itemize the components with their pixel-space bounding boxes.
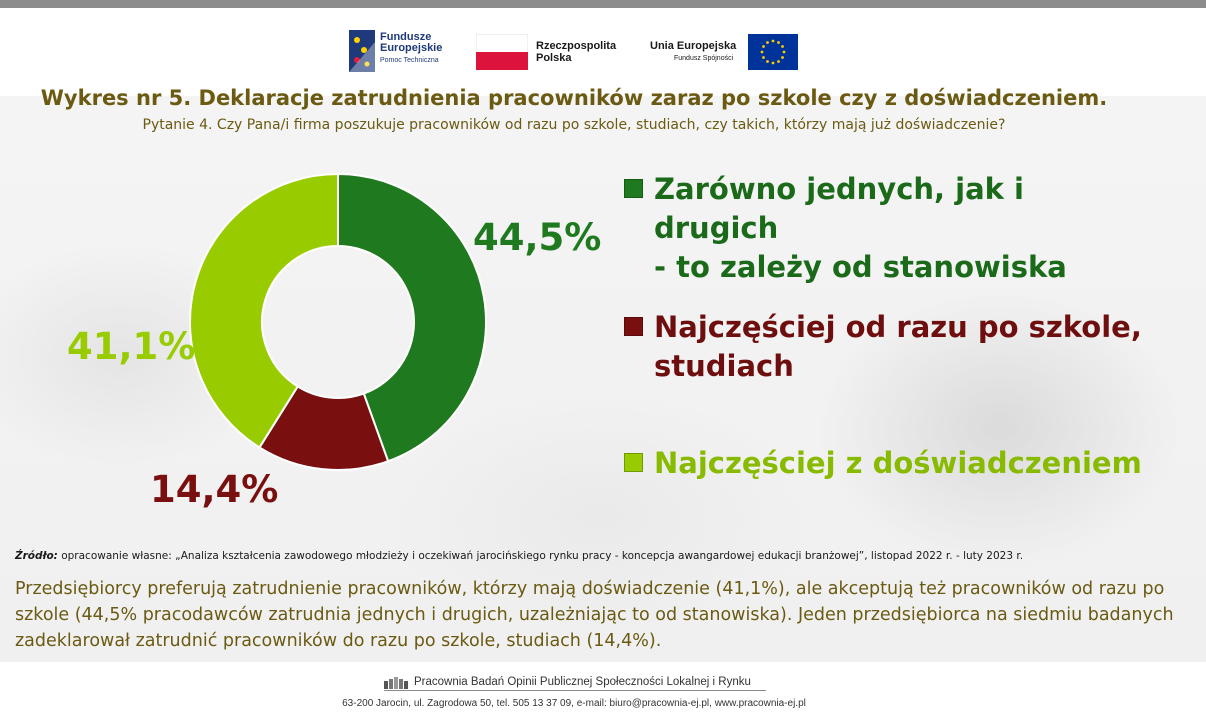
legend-label-1-line2: - to zależy od stanowiska [654,250,1067,284]
legend-label-1-line1: Zarówno jednych, jak i drugich [654,172,1024,245]
fundusze-logo-line1: Fundusze [380,31,432,43]
donut-chart [189,172,487,471]
legend-swatch-1 [624,179,643,198]
legend-label-2-line2: studiach [654,349,794,383]
donut-slice-3 [189,172,339,449]
legend-item-1: Zarówno jednych, jak i drugich - to zale… [624,170,1154,287]
legend-label-2-line1: Najczęściej od razu po szkole, [654,310,1142,344]
legend-item-2: Najczęściej od razu po szkole, studiach [624,308,1154,386]
fundusze-logo-line3: Pomoc Techniczna [380,57,439,64]
legend-label-1: Zarówno jednych, jak i drugich - to zale… [654,170,1154,287]
chart-subtitle: Pytanie 4. Czy Pana/i firma poszukuje pr… [142,117,1006,133]
donut-slice-1 [337,172,487,463]
data-label-slice-3: 41,1% [67,325,196,368]
chart-title: Wykres nr 5. Deklaracje zatrudnienia pra… [40,86,1108,110]
rzeczpospolita-logo-line2: Polska [536,52,572,64]
legend-swatch-2 [624,317,643,336]
footer-address: 63-200 Jarocin, ul. Zagrodowa 50, tel. 5… [342,698,806,709]
source-text: opracowanie własne: „Analiza kształcenia… [57,550,1024,562]
legend-label-3-line1: Najczęściej z doświadczeniem [654,446,1142,480]
fundusze-europejskie-logo-icon [349,30,375,72]
pracownia-logo-icon [384,677,408,689]
polish-flag-icon [476,34,528,70]
description-text: Przedsiębiorcy preferują zatrudnienie pr… [15,579,1174,651]
legend-swatch-3 [624,453,643,472]
top-bar [0,0,1206,8]
unia-logo-line1: Unia Europejska [650,40,737,52]
source-note: Źródło: opracowanie własne: „Analiza ksz… [15,550,1023,562]
legend-label-3: Najczęściej z doświadczeniem [654,444,1154,483]
footer-title: Pracownia Badań Opinii Publicznej Społec… [414,676,751,688]
eu-flag-icon [748,34,798,70]
footer-divider [384,690,766,691]
source-label: Źródło: [15,550,58,562]
unia-logo-line2: Fundusz Spójności [674,55,734,62]
data-label-slice-1: 44,5% [473,216,602,259]
legend-item-3: Najczęściej z doświadczeniem [624,444,1154,483]
legend-label-2: Najczęściej od razu po szkole, studiach [654,308,1154,386]
data-label-slice-2: 14,4% [150,468,279,511]
rzeczpospolita-logo-line1: Rzeczpospolita [536,40,617,52]
fundusze-logo-line2: Europejskie [380,42,443,54]
logo-row: Fundusze Europejskie Pomoc Techniczna Rz… [0,28,1206,74]
